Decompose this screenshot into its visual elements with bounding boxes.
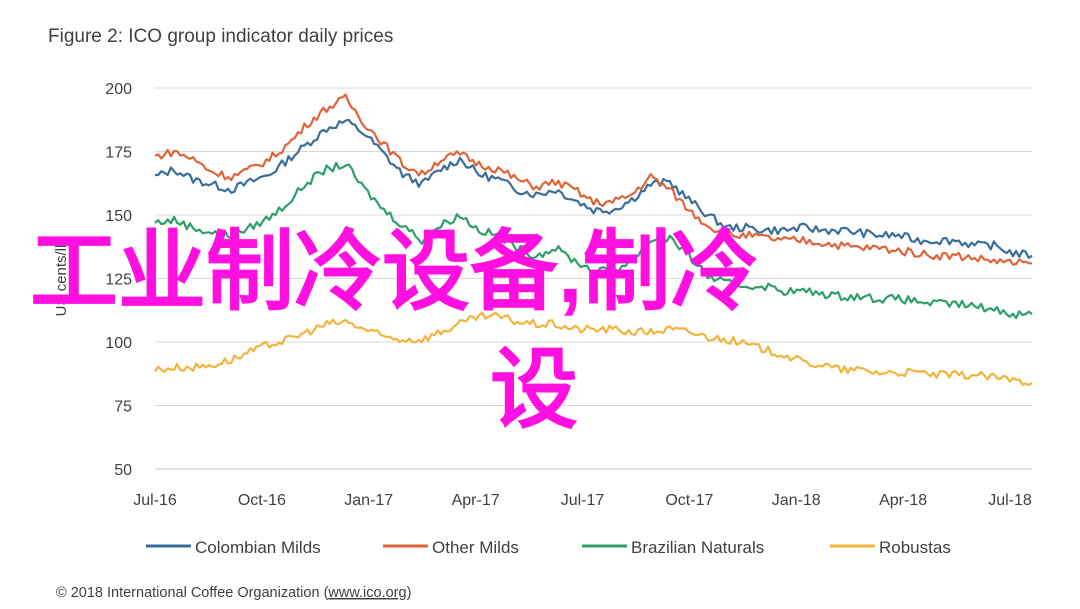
x-axis-ticks: Jul-16 Oct-16 Jan-17 Apr-17 Jul-17 Oct-17 Jan-… bbox=[133, 492, 1032, 509]
x-tick-label: Oct-16 bbox=[238, 492, 286, 509]
y-axis-label: US cents/lb bbox=[53, 240, 70, 317]
watermark-overlay-line1: 工业制冷设备,制冷 bbox=[30, 222, 758, 321]
x-tick-label: Oct-17 bbox=[665, 492, 713, 509]
y-tick-label: 75 bbox=[114, 399, 132, 416]
series-line-brazilian-naturals bbox=[154, 161, 1033, 320]
chart-title: Figure 2: ICO group indicator daily pric… bbox=[48, 26, 393, 47]
series-line-robustas bbox=[154, 311, 1033, 387]
y-tick-label: 150 bbox=[105, 208, 132, 225]
x-tick-label: Apr-18 bbox=[879, 492, 927, 509]
x-tick-label: Jul-16 bbox=[133, 492, 177, 509]
y-tick-label: 100 bbox=[105, 335, 132, 352]
legend-label: Brazilian Naturals bbox=[631, 538, 764, 557]
x-tick-label: Jan-18 bbox=[772, 492, 821, 509]
series-lines bbox=[154, 93, 1033, 387]
y-tick-label: 125 bbox=[105, 272, 132, 289]
x-tick-label: Jul-18 bbox=[988, 492, 1032, 509]
y-tick-label: 200 bbox=[105, 81, 132, 98]
footer-credit: © 2018 International Coffee Organization… bbox=[56, 585, 411, 601]
legend: Colombian Milds Other Milds Brazilian Natu… bbox=[146, 538, 951, 557]
series-line-other-milds bbox=[154, 93, 1032, 266]
footer-end: ) bbox=[407, 585, 412, 601]
y-tick-label: 175 bbox=[105, 145, 132, 162]
legend-label: Robustas bbox=[879, 538, 951, 557]
y-tick-label: 50 bbox=[114, 462, 132, 479]
y-axis-ticks: 200 175 150 125 100 75 50 bbox=[105, 81, 132, 479]
series-line-colombian-milds bbox=[155, 118, 1033, 259]
legend-label: Other Milds bbox=[432, 538, 519, 557]
watermark-overlay-line2: 设 bbox=[490, 340, 578, 439]
x-tick-label: Jul-17 bbox=[561, 492, 605, 509]
gridlines bbox=[155, 87, 1032, 470]
x-tick-label: Apr-17 bbox=[452, 492, 500, 509]
footer-text: © 2018 International Coffee Organization… bbox=[56, 585, 329, 601]
legend-label: Colombian Milds bbox=[195, 538, 321, 557]
x-tick-label: Jan-17 bbox=[344, 492, 393, 509]
footer-link[interactable]: www.ico.org bbox=[327, 585, 406, 601]
